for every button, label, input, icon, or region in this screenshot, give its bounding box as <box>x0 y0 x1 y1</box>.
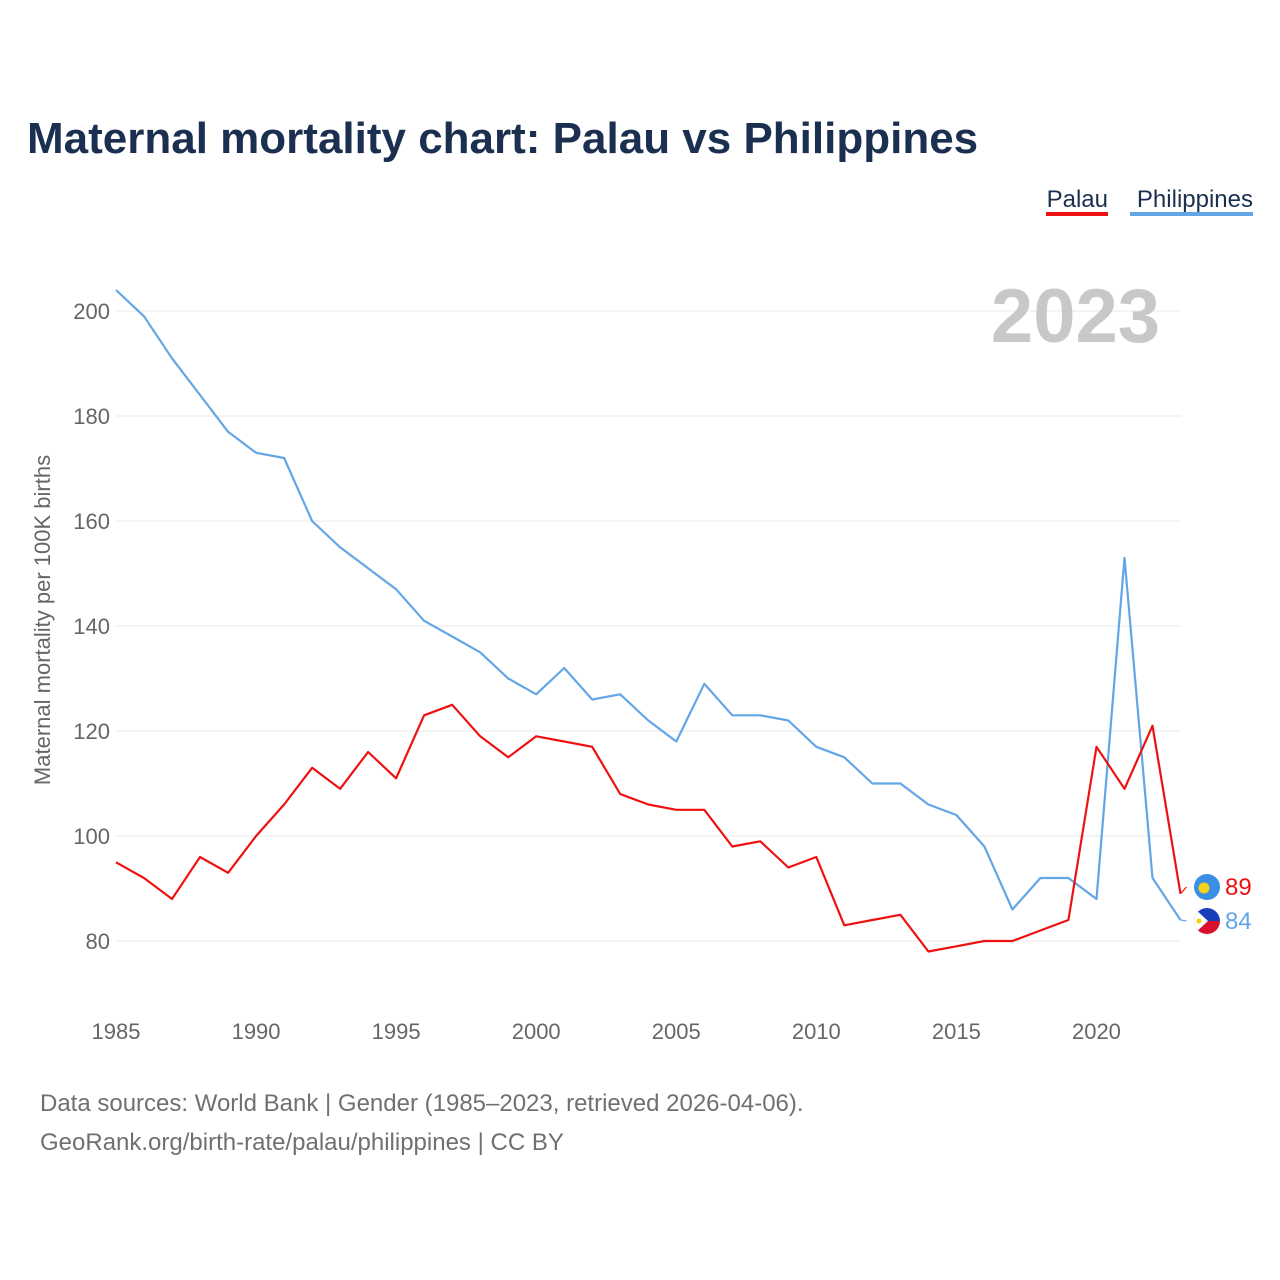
legend-label-palau: Palau <box>1047 186 1108 213</box>
y-axis-label: Maternal mortality per 100K births <box>30 455 55 785</box>
x-tick-label: 2020 <box>1072 1019 1121 1044</box>
legend-swatch-palau <box>1046 212 1108 216</box>
legend-item-philippines[interactable]: Philippines <box>1130 186 1253 216</box>
x-tick-label: 2005 <box>652 1019 701 1044</box>
y-axis-ticks: 80 100 120 140 160 180 200 <box>73 299 110 954</box>
legend: Palau Philippines <box>1046 186 1253 216</box>
y-tick-label: 180 <box>73 404 110 429</box>
y-tick-label: 100 <box>73 824 110 849</box>
philippines-flag-icon <box>1194 908 1220 934</box>
palau-flag-icon <box>1194 874 1220 900</box>
footer-credit[interactable]: GeoRank.org/birth-rate/palau/philippines… <box>40 1129 564 1156</box>
end-connector <box>1180 919 1187 922</box>
legend-label-philippines: Philippines <box>1137 186 1253 213</box>
y-tick-label: 200 <box>73 299 110 324</box>
grid <box>116 310 1181 942</box>
y-tick-label: 80 <box>86 929 110 954</box>
end-value-label-philippines: 84 <box>1225 908 1252 935</box>
x-tick-label: 2010 <box>792 1019 841 1044</box>
series-line-philippines[interactable] <box>115 289 1182 921</box>
series-line-palau[interactable] <box>115 703 1182 953</box>
y-tick-label: 120 <box>73 719 110 744</box>
x-tick-label: 1995 <box>372 1019 421 1044</box>
x-tick-label: 1990 <box>232 1019 281 1044</box>
end-value-label-palau: 89 <box>1225 874 1252 901</box>
series <box>115 289 1182 953</box>
y-tick-label: 160 <box>73 509 110 534</box>
chart-title: Maternal mortality chart: Palau vs Phili… <box>27 114 978 163</box>
footer-sources: Data sources: World Bank | Gender (1985–… <box>40 1090 804 1117</box>
x-axis-ticks: 1985 1990 1995 2000 2005 2010 2015 2020 <box>92 1019 1121 1044</box>
legend-swatch-philippines <box>1130 212 1253 216</box>
end-connector <box>1180 886 1187 895</box>
year-watermark: 2023 <box>991 274 1160 359</box>
x-tick-label: 2000 <box>512 1019 561 1044</box>
x-tick-label: 2015 <box>932 1019 981 1044</box>
legend-item-palau[interactable]: Palau <box>1046 186 1108 216</box>
y-tick-label: 140 <box>73 614 110 639</box>
x-tick-label: 1985 <box>92 1019 141 1044</box>
